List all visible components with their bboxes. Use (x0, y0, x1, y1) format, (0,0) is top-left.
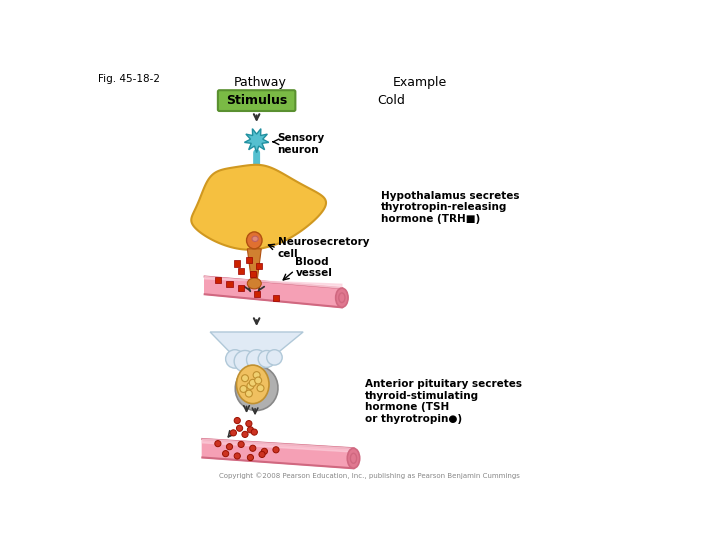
Circle shape (255, 377, 261, 384)
Circle shape (257, 384, 264, 391)
Polygon shape (245, 356, 264, 372)
Circle shape (259, 451, 265, 457)
Circle shape (247, 382, 254, 389)
Circle shape (236, 425, 243, 431)
Polygon shape (248, 249, 261, 279)
Circle shape (246, 350, 266, 370)
Text: Pathway: Pathway (233, 76, 287, 89)
Circle shape (248, 427, 253, 433)
Circle shape (258, 350, 275, 367)
Circle shape (261, 448, 267, 455)
Circle shape (215, 441, 221, 447)
Text: Stimulus: Stimulus (226, 94, 287, 107)
Bar (246, 256, 252, 262)
Circle shape (242, 431, 248, 437)
Polygon shape (202, 439, 354, 468)
Ellipse shape (248, 278, 261, 289)
FancyBboxPatch shape (218, 90, 295, 111)
Circle shape (249, 379, 256, 386)
Text: Blood
vessel: Blood vessel (295, 256, 332, 278)
Bar (226, 281, 233, 287)
Text: Anterior pituitary secretes
thyroid-stimulating
hormone (TSH
or thyrotropin●): Anterior pituitary secretes thyroid-stim… (365, 379, 522, 424)
Bar (256, 262, 262, 269)
Text: Hypothalamus secretes
thyrotropin-releasing
hormone (TRH■): Hypothalamus secretes thyrotropin-releas… (381, 191, 519, 224)
Polygon shape (192, 165, 326, 249)
Polygon shape (244, 129, 269, 153)
Circle shape (246, 421, 252, 427)
Circle shape (234, 453, 240, 459)
Circle shape (273, 447, 279, 453)
Text: Copyright ©2008 Pearson Education, Inc., publishing as Pearson Benjamin Cummings: Copyright ©2008 Pearson Education, Inc.,… (219, 472, 519, 478)
Circle shape (248, 455, 253, 461)
Circle shape (240, 386, 247, 393)
Polygon shape (204, 276, 342, 288)
Ellipse shape (236, 365, 269, 403)
Ellipse shape (246, 232, 262, 249)
Bar (234, 260, 240, 267)
Text: Fig. 45-18-2: Fig. 45-18-2 (98, 74, 160, 84)
Circle shape (250, 445, 256, 451)
Ellipse shape (347, 448, 360, 468)
Circle shape (234, 350, 256, 372)
Text: Example: Example (392, 76, 446, 89)
Text: Sensory
neuron: Sensory neuron (277, 133, 325, 155)
Circle shape (246, 390, 253, 397)
Circle shape (253, 372, 260, 379)
Ellipse shape (235, 366, 278, 410)
Bar (238, 285, 244, 291)
Bar (215, 278, 221, 284)
Polygon shape (204, 276, 342, 307)
Circle shape (225, 350, 244, 368)
Bar (253, 291, 260, 298)
Ellipse shape (252, 236, 258, 241)
Text: Cold: Cold (377, 94, 405, 107)
Circle shape (266, 350, 282, 365)
Circle shape (234, 417, 240, 423)
Polygon shape (202, 439, 354, 452)
Circle shape (230, 430, 236, 436)
Bar (273, 295, 279, 301)
Circle shape (222, 450, 229, 457)
Polygon shape (210, 332, 303, 357)
Circle shape (226, 444, 233, 450)
Circle shape (251, 429, 258, 435)
Ellipse shape (336, 288, 348, 307)
Circle shape (238, 441, 244, 448)
Bar (250, 271, 256, 278)
Circle shape (241, 375, 248, 382)
Bar (238, 268, 244, 274)
Text: Neurosecretory
cell: Neurosecretory cell (277, 237, 369, 259)
